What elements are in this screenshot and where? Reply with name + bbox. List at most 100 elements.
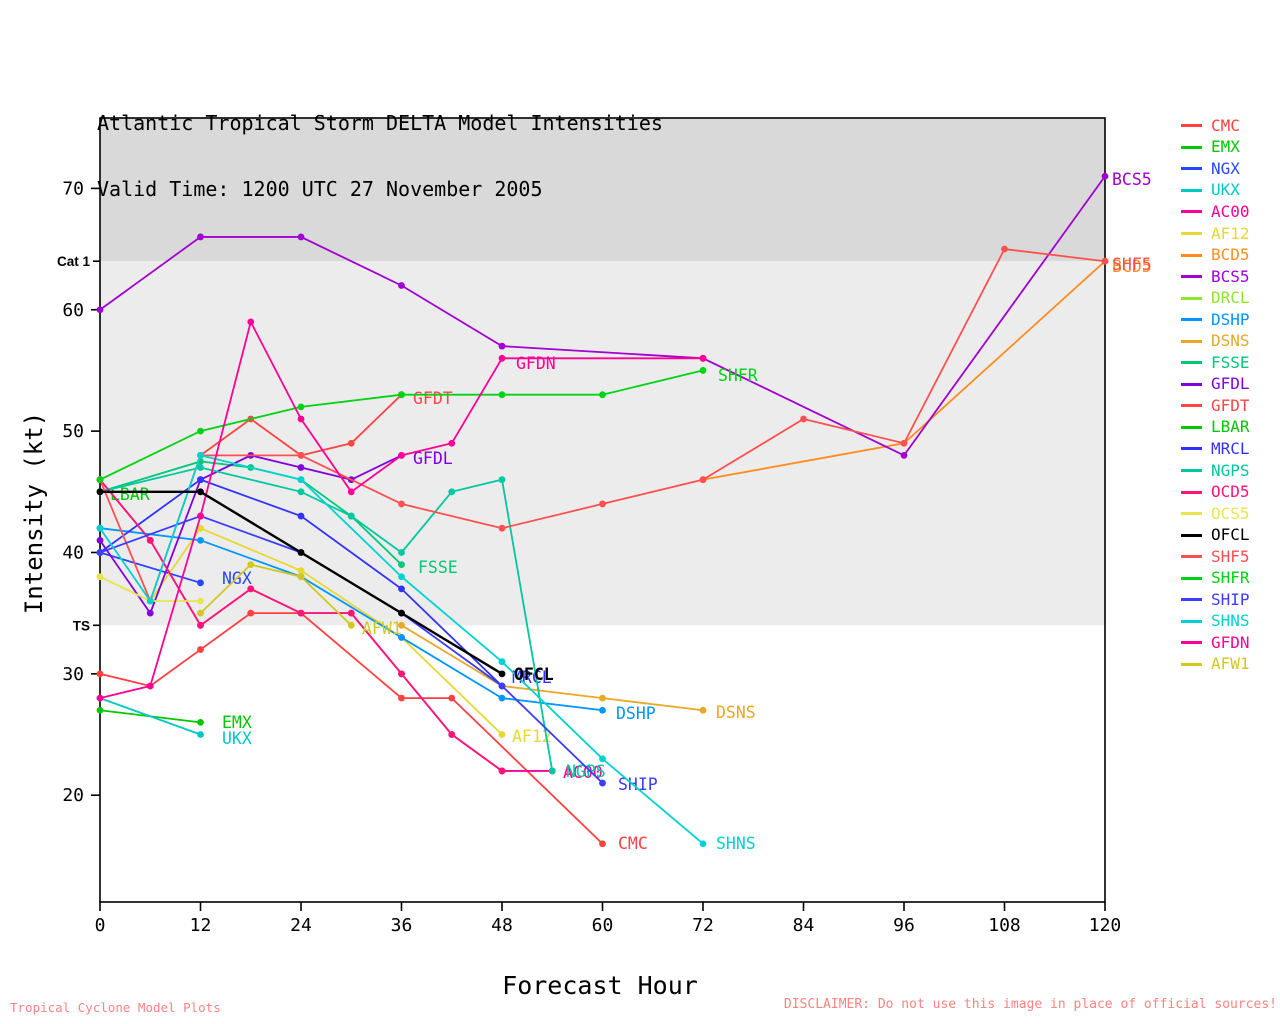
legend-swatch-GFDL <box>1181 382 1202 386</box>
series-label-BCS5: BCS5 <box>1112 170 1152 189</box>
legend-swatch-AC00 <box>1181 210 1202 214</box>
x-tick-label-48: 48 <box>491 915 513 936</box>
legend-swatch-DRCL <box>1181 296 1202 300</box>
legend-label-UKX: UKX <box>1211 180 1240 200</box>
point-BCS5-96h <box>900 451 908 459</box>
point-OCD5-6h <box>146 536 154 544</box>
series-label-GFDT: GFDT <box>413 389 453 408</box>
point-EMX-12h <box>197 718 204 726</box>
legend-item-LBAR: LBAR <box>1181 417 1250 439</box>
point-DSHP-60h <box>599 706 606 714</box>
point-BCS5-12h <box>197 233 204 241</box>
point-CMC-36h <box>398 694 405 702</box>
legend-item-OCS5: OCS5 <box>1181 503 1250 525</box>
series-label-OFCL: OFCL <box>514 665 554 684</box>
point-SHNS-12h <box>197 451 204 459</box>
point-AF12-24h <box>297 567 305 575</box>
point-SHFR-48h <box>498 391 506 399</box>
legend-label-BCS5: BCS5 <box>1211 266 1250 286</box>
point-SHF5-48h <box>498 524 506 532</box>
point-GFDN-18h <box>247 318 255 326</box>
point-BCS5-0h <box>96 306 104 314</box>
point-OCD5-36h <box>398 670 405 678</box>
legend-item-MRCL: MRCL <box>1181 438 1250 460</box>
legend-item-DRCL: DRCL <box>1181 287 1250 309</box>
legend-label-AF12: AF12 <box>1211 223 1250 243</box>
point-CMC-42h <box>448 694 456 702</box>
point-GFDN-42h <box>448 439 456 447</box>
point-FSSE-36h <box>398 561 405 569</box>
legend-label-OCS5: OCS5 <box>1211 503 1250 523</box>
point-SHF5-84h <box>800 415 807 423</box>
legend-label-OFCL: OFCL <box>1211 525 1250 545</box>
legend-item-GFDN: GFDN <box>1181 632 1250 654</box>
legend-swatch-NGPS <box>1181 469 1202 473</box>
point-CMC-0h <box>96 670 104 678</box>
point-AFW1-12h <box>197 609 204 617</box>
legend-swatch-MRCL <box>1181 447 1202 451</box>
legend-swatch-NGX <box>1181 167 1202 171</box>
x-tick-label-12: 12 <box>190 915 212 936</box>
x-tick-label-36: 36 <box>391 915 413 936</box>
point-BCS5-36h <box>398 282 405 289</box>
legend-swatch-DSHP <box>1181 318 1202 322</box>
y-axis-title: Intensity (kt) <box>20 412 48 614</box>
legend-item-SHFR: SHFR <box>1181 567 1250 589</box>
point-GFDL-0h <box>96 536 104 544</box>
point-OFCL-48h <box>498 670 506 678</box>
point-CMC-18h <box>247 609 255 617</box>
y-tick-label-20: 20 <box>62 785 84 806</box>
point-AFW1-24h <box>297 573 305 581</box>
point-DSNS-72h <box>699 706 707 714</box>
point-DSHP-12h <box>197 536 204 544</box>
legend-item-GFDL: GFDL <box>1181 374 1250 396</box>
credits-line-1: Tropical Cyclone Model Plots <box>10 1000 221 1015</box>
point-CMC-12h <box>197 646 204 653</box>
point-MRCL-36h <box>398 585 405 593</box>
legend-label-MRCL: MRCL <box>1211 438 1250 458</box>
series-line-AFW1 <box>199 563 352 626</box>
point-SHIP-0h <box>96 549 104 556</box>
legend-swatch-CMC <box>1181 124 1202 128</box>
x-tick-label-0: 0 <box>95 915 106 936</box>
series-label-SHNS: SHNS <box>716 834 756 853</box>
series-label-GFDL: GFDL <box>413 449 453 468</box>
series-DSHP: DSHP <box>96 524 656 723</box>
legend-swatch-SHIP <box>1181 598 1202 602</box>
legend-label-DSNS: DSNS <box>1211 331 1250 351</box>
point-GFDN-72h <box>699 354 707 362</box>
legend-item-AFW1: AFW1 <box>1181 654 1250 676</box>
point-SHF5-60h <box>599 500 606 508</box>
point-OFCL-12h <box>197 488 204 496</box>
legend-item-NGX: NGX <box>1181 158 1250 180</box>
series-label-UKX: UKX <box>222 729 252 748</box>
x-tick-label-24: 24 <box>290 915 312 936</box>
point-OFCL-36h <box>398 609 405 617</box>
series-line-UKX <box>99 697 201 736</box>
point-OCD5-12h <box>197 621 204 629</box>
legend-item-OCD5: OCD5 <box>1181 481 1250 503</box>
point-AFW1-18h <box>247 561 255 569</box>
point-GFDN-0h <box>96 694 104 702</box>
series-label-AF12: AF12 <box>512 727 552 746</box>
series-label-LBAR: LBAR <box>110 485 150 504</box>
point-NGPS-36h <box>398 549 405 556</box>
x-tick-label-72: 72 <box>692 915 714 936</box>
x-tick-label-96: 96 <box>893 915 915 936</box>
legend-swatch-SHNS <box>1181 619 1202 623</box>
legend-label-LBAR: LBAR <box>1211 417 1250 437</box>
series-line-DSHP <box>99 527 603 712</box>
series-line-GFDN <box>99 319 703 699</box>
point-MRCL-12h <box>197 476 204 484</box>
point-SHF5-108h <box>1001 245 1008 253</box>
point-GFDN-30h <box>347 488 355 496</box>
point-SHIP-60h <box>599 779 606 787</box>
y-tick-label-40: 40 <box>62 542 84 563</box>
series-line-SHNS <box>99 454 704 845</box>
point-SHFR-24h <box>297 403 305 411</box>
legend-swatch-UKX <box>1181 188 1202 192</box>
point-SHFR-72h <box>699 367 707 374</box>
series-OFCL: OFCL <box>96 488 554 684</box>
legend-label-CMC: CMC <box>1211 115 1240 135</box>
